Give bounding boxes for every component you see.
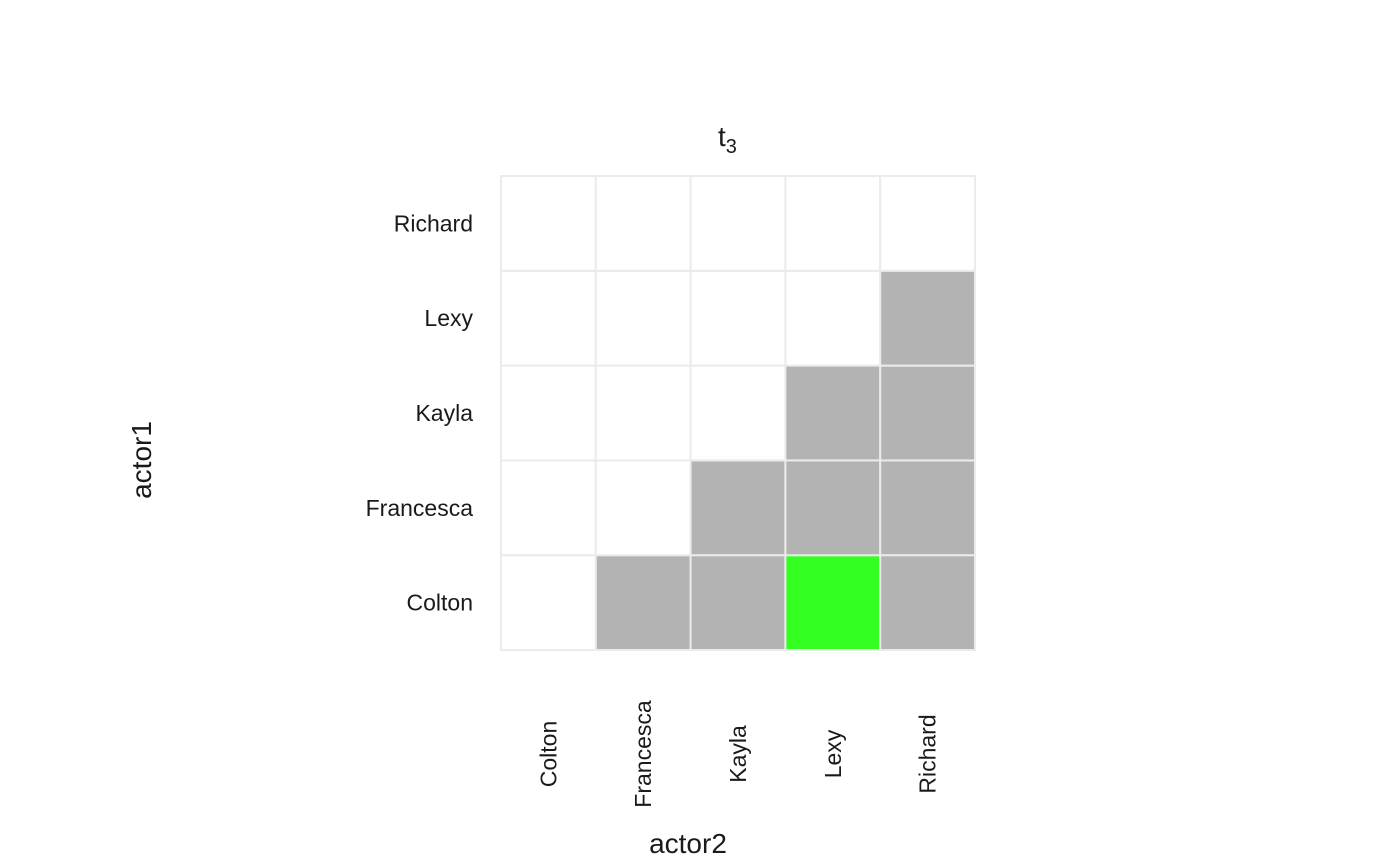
heatmap-cell-colton-richard [879, 554, 977, 652]
heatmap-cell-richard-richard [879, 175, 977, 272]
heatmap-cell-kayla-kayla [689, 364, 787, 462]
chart-title-subscript: 3 [726, 136, 737, 158]
heatmap-cell-francesca-richard [879, 459, 977, 557]
heatmap-cell-richard-kayla [689, 175, 787, 272]
heatmap-cell-richard-francesca [594, 175, 692, 272]
heatmap-cell-kayla-francesca [594, 364, 692, 462]
x-axis-tick-labels: Colton Francesca Kayla Lexy Richard [535, 700, 940, 808]
heatmap-cell-lexy-francesca [594, 269, 692, 367]
y-axis-label: actor1 [126, 421, 157, 499]
chart-title: t3 [718, 121, 737, 158]
x-tick-label-kayla: Kayla [725, 725, 751, 783]
heatmap-cell-richard-lexy [784, 175, 882, 272]
heatmap-cell-francesca-francesca [594, 459, 692, 557]
y-axis-tick-labels: Colton Francesca Kayla Lexy Richard [366, 210, 474, 615]
heatmap-cell-lexy-lexy [784, 269, 882, 367]
y-tick-label-richard: Richard [394, 210, 473, 236]
heatmap-cell-colton-colton [500, 554, 597, 652]
heatmap-cell-kayla-richard [879, 364, 977, 462]
x-tick-label-francesca: Francesca [630, 700, 656, 808]
heatmap-cell-francesca-kayla [689, 459, 787, 557]
heatmap-cells [500, 175, 977, 652]
x-tick-label-richard: Richard [915, 714, 941, 793]
heatmap-cell-francesca-lexy [784, 459, 882, 557]
heatmap-cell-kayla-colton [500, 364, 597, 462]
heatmap-cell-lexy-richard [879, 269, 977, 367]
y-tick-label-francesca: Francesca [366, 495, 474, 521]
y-tick-label-colton: Colton [407, 590, 473, 616]
chart-title-main: t [718, 121, 726, 152]
heatmap-cell-colton-francesca [594, 554, 692, 652]
heatmap-cell-colton-lexy [784, 554, 882, 652]
heatmap-cell-lexy-colton [500, 269, 597, 367]
heatmap-cell-lexy-kayla [689, 269, 787, 367]
x-tick-label-colton: Colton [535, 721, 561, 787]
heatmap-cell-kayla-lexy [784, 364, 882, 462]
y-tick-label-lexy: Lexy [424, 305, 473, 331]
heatmap-cell-richard-colton [500, 175, 597, 272]
heatmap-cell-francesca-colton [500, 459, 597, 557]
x-axis-label: actor2 [649, 828, 727, 859]
heatmap-cell-colton-kayla [689, 554, 787, 652]
y-tick-label-kayla: Kayla [415, 400, 473, 426]
x-tick-label-lexy: Lexy [820, 729, 846, 778]
